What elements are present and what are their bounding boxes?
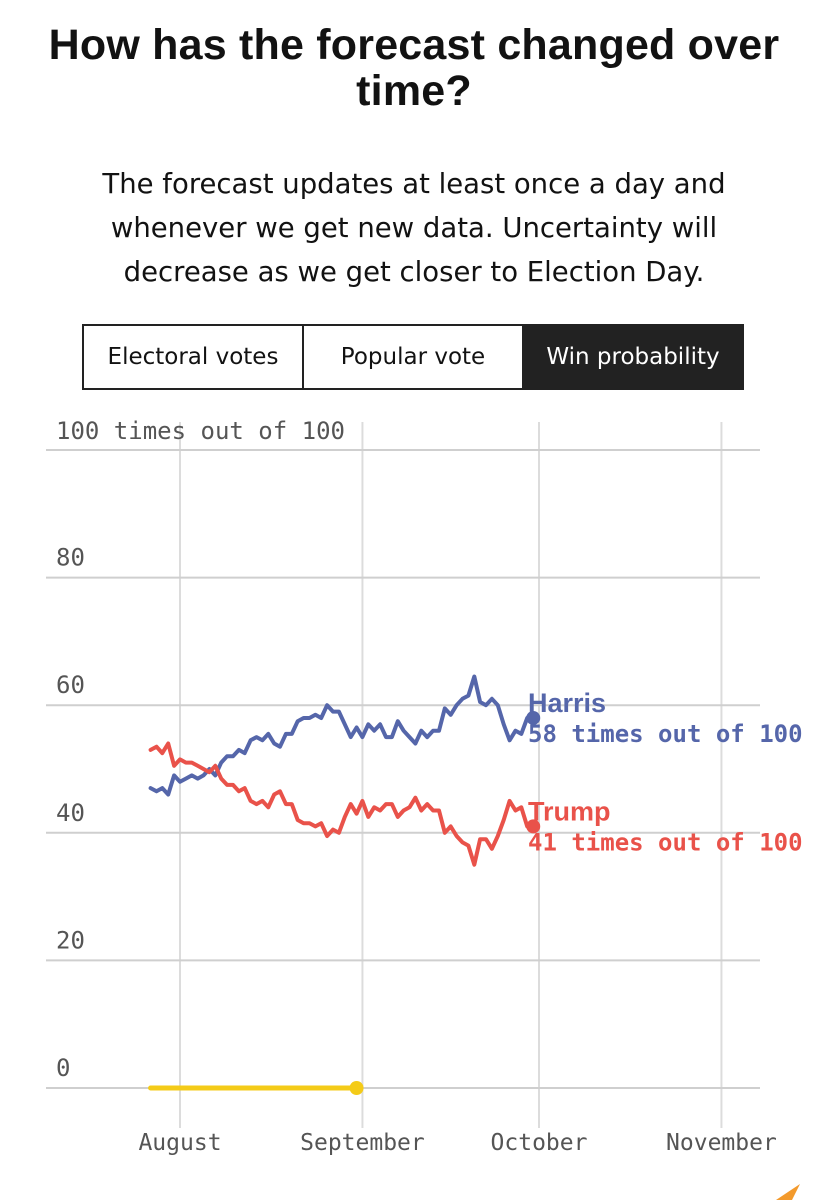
y-tick-label: 40 <box>56 799 85 827</box>
corner-arrow-icon[interactable] <box>774 1182 800 1200</box>
win-probability-chart: 100 times out of 100 80 60 40 20 0 August Sept… <box>46 417 803 1156</box>
series-line-trump <box>148 741 530 867</box>
x-tick-label: November <box>666 1130 777 1156</box>
tab-electoral-votes[interactable]: Electoral votes <box>84 326 302 388</box>
series-end-dot-harris <box>526 710 541 725</box>
tab-popular-vote[interactable]: Popular vote <box>302 326 522 388</box>
x-tick-label: August <box>138 1130 221 1156</box>
series-name-trump: Trump <box>528 796 611 826</box>
series-name-harris: Harris <box>528 688 606 718</box>
series-value-harris: 58 times out of 100 <box>528 720 803 748</box>
page-title: How has the forecast changed over time? <box>48 21 780 115</box>
y-axis-top-label: 100 times out of 100 <box>56 417 345 445</box>
page-subtitle: The forecast updates at least once a day… <box>102 168 726 288</box>
series-end-dot-trump <box>526 819 541 834</box>
x-tick-label: September <box>300 1130 425 1156</box>
timeline-handle[interactable] <box>349 1081 364 1095</box>
tab-win-probability[interactable]: Win probability <box>522 326 742 388</box>
series-line-harris <box>148 674 530 797</box>
view-tabs: Electoral votes Popular vote Win probabi… <box>82 324 744 390</box>
y-tick-label: 80 <box>56 544 85 572</box>
y-tick-label: 0 <box>56 1054 70 1082</box>
series-value-trump: 41 times out of 100 <box>528 828 803 856</box>
y-tick-label: 20 <box>56 926 85 954</box>
y-tick-label: 60 <box>56 671 85 699</box>
x-tick-label: October <box>491 1130 588 1156</box>
